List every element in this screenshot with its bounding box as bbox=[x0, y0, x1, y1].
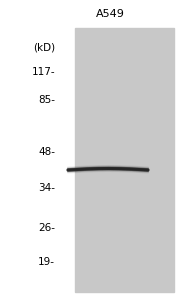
Text: (kD): (kD) bbox=[33, 43, 55, 53]
Text: 85-: 85- bbox=[38, 95, 55, 105]
Text: A549: A549 bbox=[96, 9, 124, 19]
Text: 117-: 117- bbox=[31, 67, 55, 77]
Text: 19-: 19- bbox=[38, 257, 55, 267]
Text: 34-: 34- bbox=[38, 183, 55, 193]
Bar bbox=[75, 28, 174, 292]
Text: 48-: 48- bbox=[38, 147, 55, 157]
Text: 26-: 26- bbox=[38, 223, 55, 233]
